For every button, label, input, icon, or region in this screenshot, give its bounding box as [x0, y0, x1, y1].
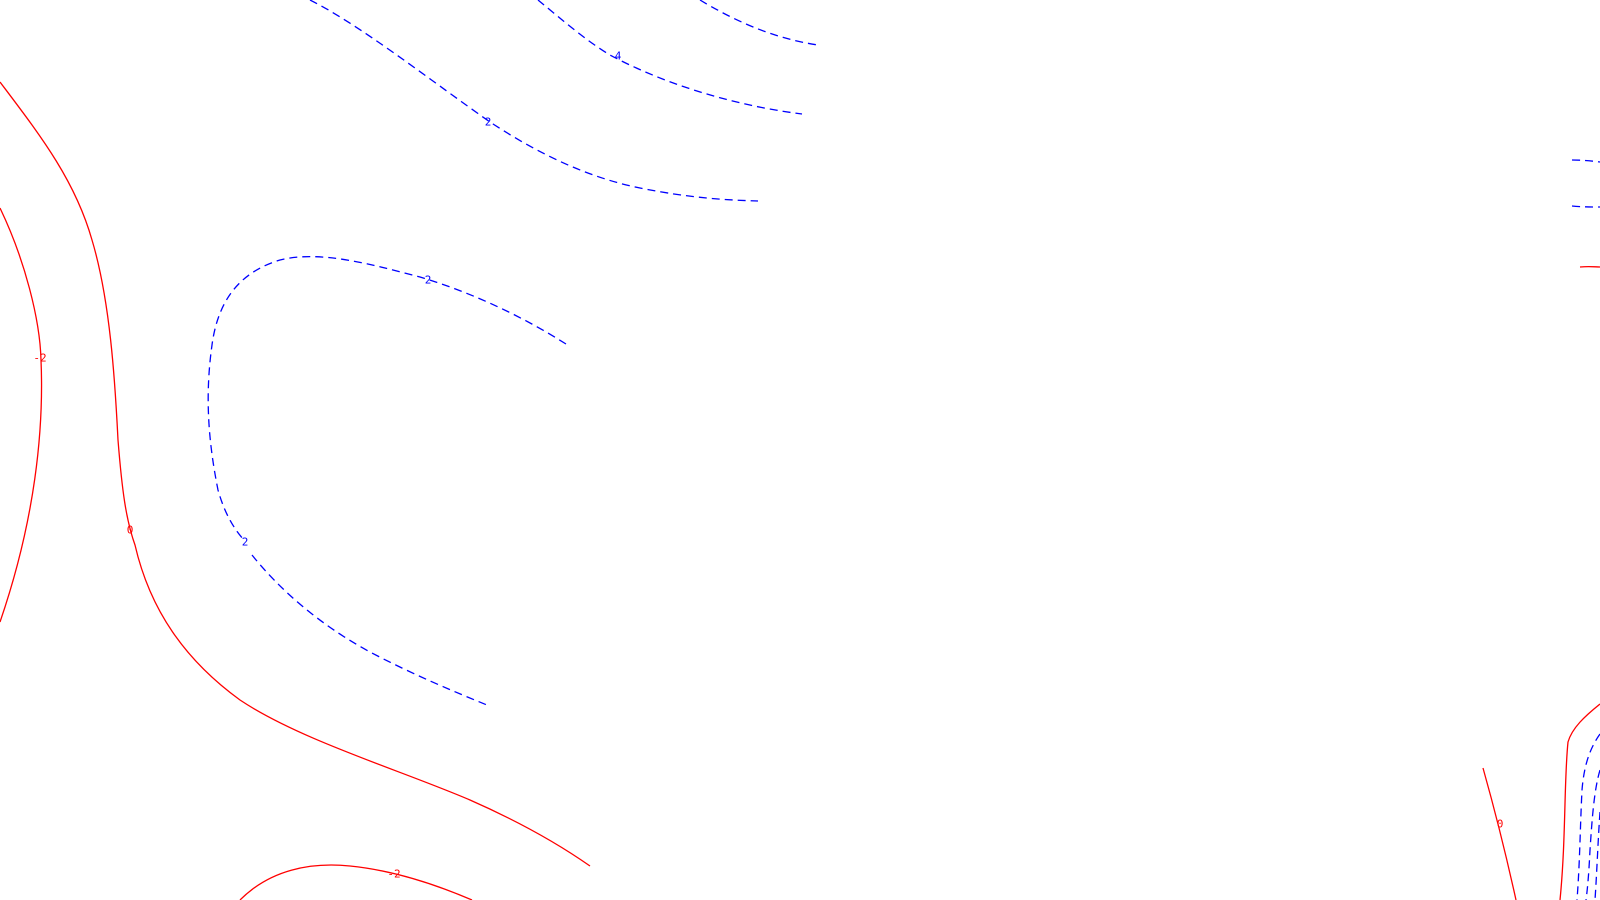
- contour-label-c5: 0: [127, 524, 134, 537]
- contour-label-c7: -2: [387, 868, 400, 881]
- contour-label-c8: 0: [1497, 818, 1504, 831]
- contour-label-c1: 4: [615, 50, 622, 63]
- contour-line-c6: [0, 207, 43, 623]
- contour-line-c15: [1585, 769, 1600, 900]
- contour-line-c3: [207, 255, 567, 541]
- contour-line-c1: [537, 0, 803, 115]
- contour-line-c13: [1559, 703, 1600, 900]
- contour-line-c7: [239, 864, 473, 900]
- contour-line-c9: [699, 0, 819, 46]
- contour-line-c16: [1594, 811, 1600, 900]
- contour-label-c6: -2: [33, 352, 46, 365]
- contour-label-c4: 2: [242, 536, 249, 549]
- contour-line-c11: [1571, 205, 1600, 208]
- contour-label-c2: 2: [485, 116, 492, 129]
- contour-line-c8: [1482, 767, 1517, 900]
- contour-line-c2: [309, 0, 759, 202]
- contour-line-c5: [0, 81, 591, 867]
- contour-line-c4: [251, 554, 488, 706]
- contour-line-c14: [1576, 733, 1600, 900]
- contour-label-c3: 2: [425, 274, 432, 287]
- contour-line-c10: [1571, 159, 1600, 163]
